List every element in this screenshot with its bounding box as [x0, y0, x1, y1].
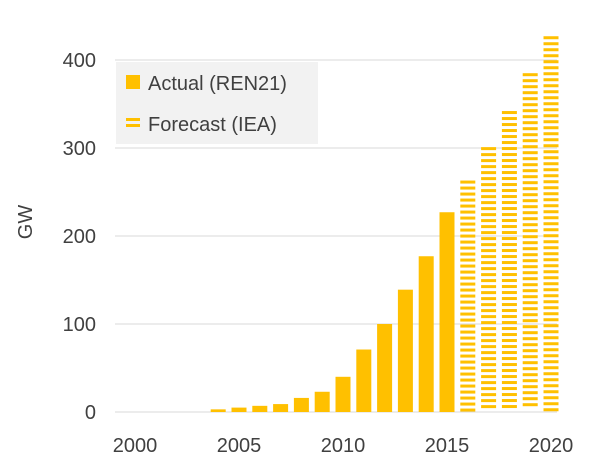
- y-tick-label: 100: [63, 314, 96, 336]
- bar-2019: [522, 73, 538, 407]
- x-tick-label: 2015: [425, 435, 470, 457]
- y-tick-label: 0: [85, 402, 96, 424]
- bar-2010: [335, 376, 351, 412]
- bar-2015: [439, 212, 455, 412]
- x-axis-tick-labels: 2000 2005 2010 2015 2020: [113, 435, 574, 457]
- bar-2007: [273, 404, 289, 412]
- y-axis-title: GW: [15, 205, 37, 240]
- bars: [210, 36, 559, 412]
- x-tick-label: 2010: [321, 435, 366, 457]
- bar-2013: [397, 289, 413, 412]
- legend-background: [116, 62, 318, 144]
- legend-label-forecast: Forecast (IEA): [148, 114, 277, 136]
- x-tick-label: 2000: [113, 435, 158, 457]
- legend-label-actual: Actual (REN21): [148, 73, 287, 95]
- bar-2020: [543, 36, 559, 412]
- y-tick-label: 400: [63, 50, 96, 72]
- legend-swatch-actual: [126, 75, 140, 89]
- bar-2011: [356, 349, 372, 412]
- bar-2012: [377, 324, 393, 412]
- bar-2018: [501, 111, 517, 409]
- x-tick-label: 2020: [529, 435, 574, 457]
- bar-2005: [231, 407, 247, 412]
- y-tick-label: 300: [63, 138, 96, 160]
- bar-2009: [314, 391, 330, 412]
- x-tick-label: 2005: [217, 435, 262, 457]
- legend: Actual (REN21) Forecast (IEA): [116, 62, 318, 144]
- bar-2016: [460, 180, 476, 412]
- y-tick-label: 200: [63, 226, 96, 248]
- legend-swatch-forecast: [126, 118, 140, 127]
- bar-2004: [210, 409, 226, 412]
- y-axis-tick-labels: 0 100 200 300 400: [63, 50, 96, 424]
- bar-2008: [293, 397, 309, 412]
- bar-2014: [418, 256, 434, 412]
- bar-2006: [252, 405, 268, 412]
- bar-2017: [481, 147, 497, 409]
